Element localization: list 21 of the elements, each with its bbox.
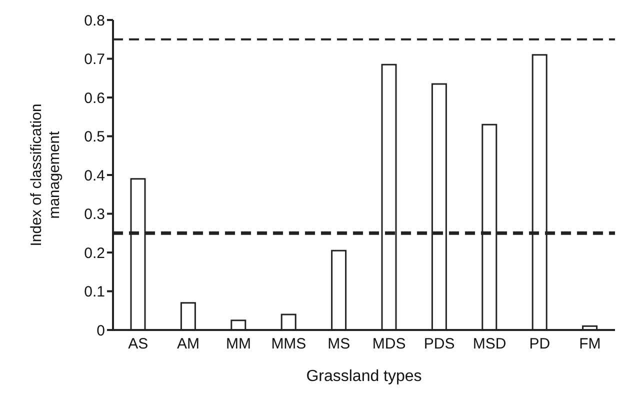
x-tick-label: AS: [128, 336, 148, 353]
x-tick-label: MMS: [271, 336, 306, 353]
x-tick-label: PD: [529, 336, 550, 353]
x-tick-label: MDS: [372, 336, 406, 353]
x-tick-label: MM: [226, 336, 251, 353]
y-tick-label: 0: [96, 322, 105, 340]
y-tick-label: 0.4: [84, 167, 105, 184]
x-tick-label: MS: [328, 336, 350, 353]
x-tick-label: AM: [177, 336, 200, 353]
y-tick-label: 0.3: [84, 206, 105, 224]
y-tick-label: 0.5: [84, 128, 105, 146]
y-tick-label: 0.8: [84, 12, 105, 30]
y-tick-label: 0.6: [84, 90, 105, 107]
x-tick-label: FM: [579, 336, 601, 353]
x-tick-label: PDS: [424, 336, 455, 353]
y-tick-label: 0.2: [84, 244, 105, 262]
y-tick-label: 0.1: [84, 284, 105, 301]
x-tick-label: MSD: [472, 336, 506, 353]
y-tick-label: 0.7: [84, 51, 105, 68]
y-axis-title: Index of classification management: [28, 104, 63, 246]
x-axis-title: Grassland types: [306, 368, 422, 385]
